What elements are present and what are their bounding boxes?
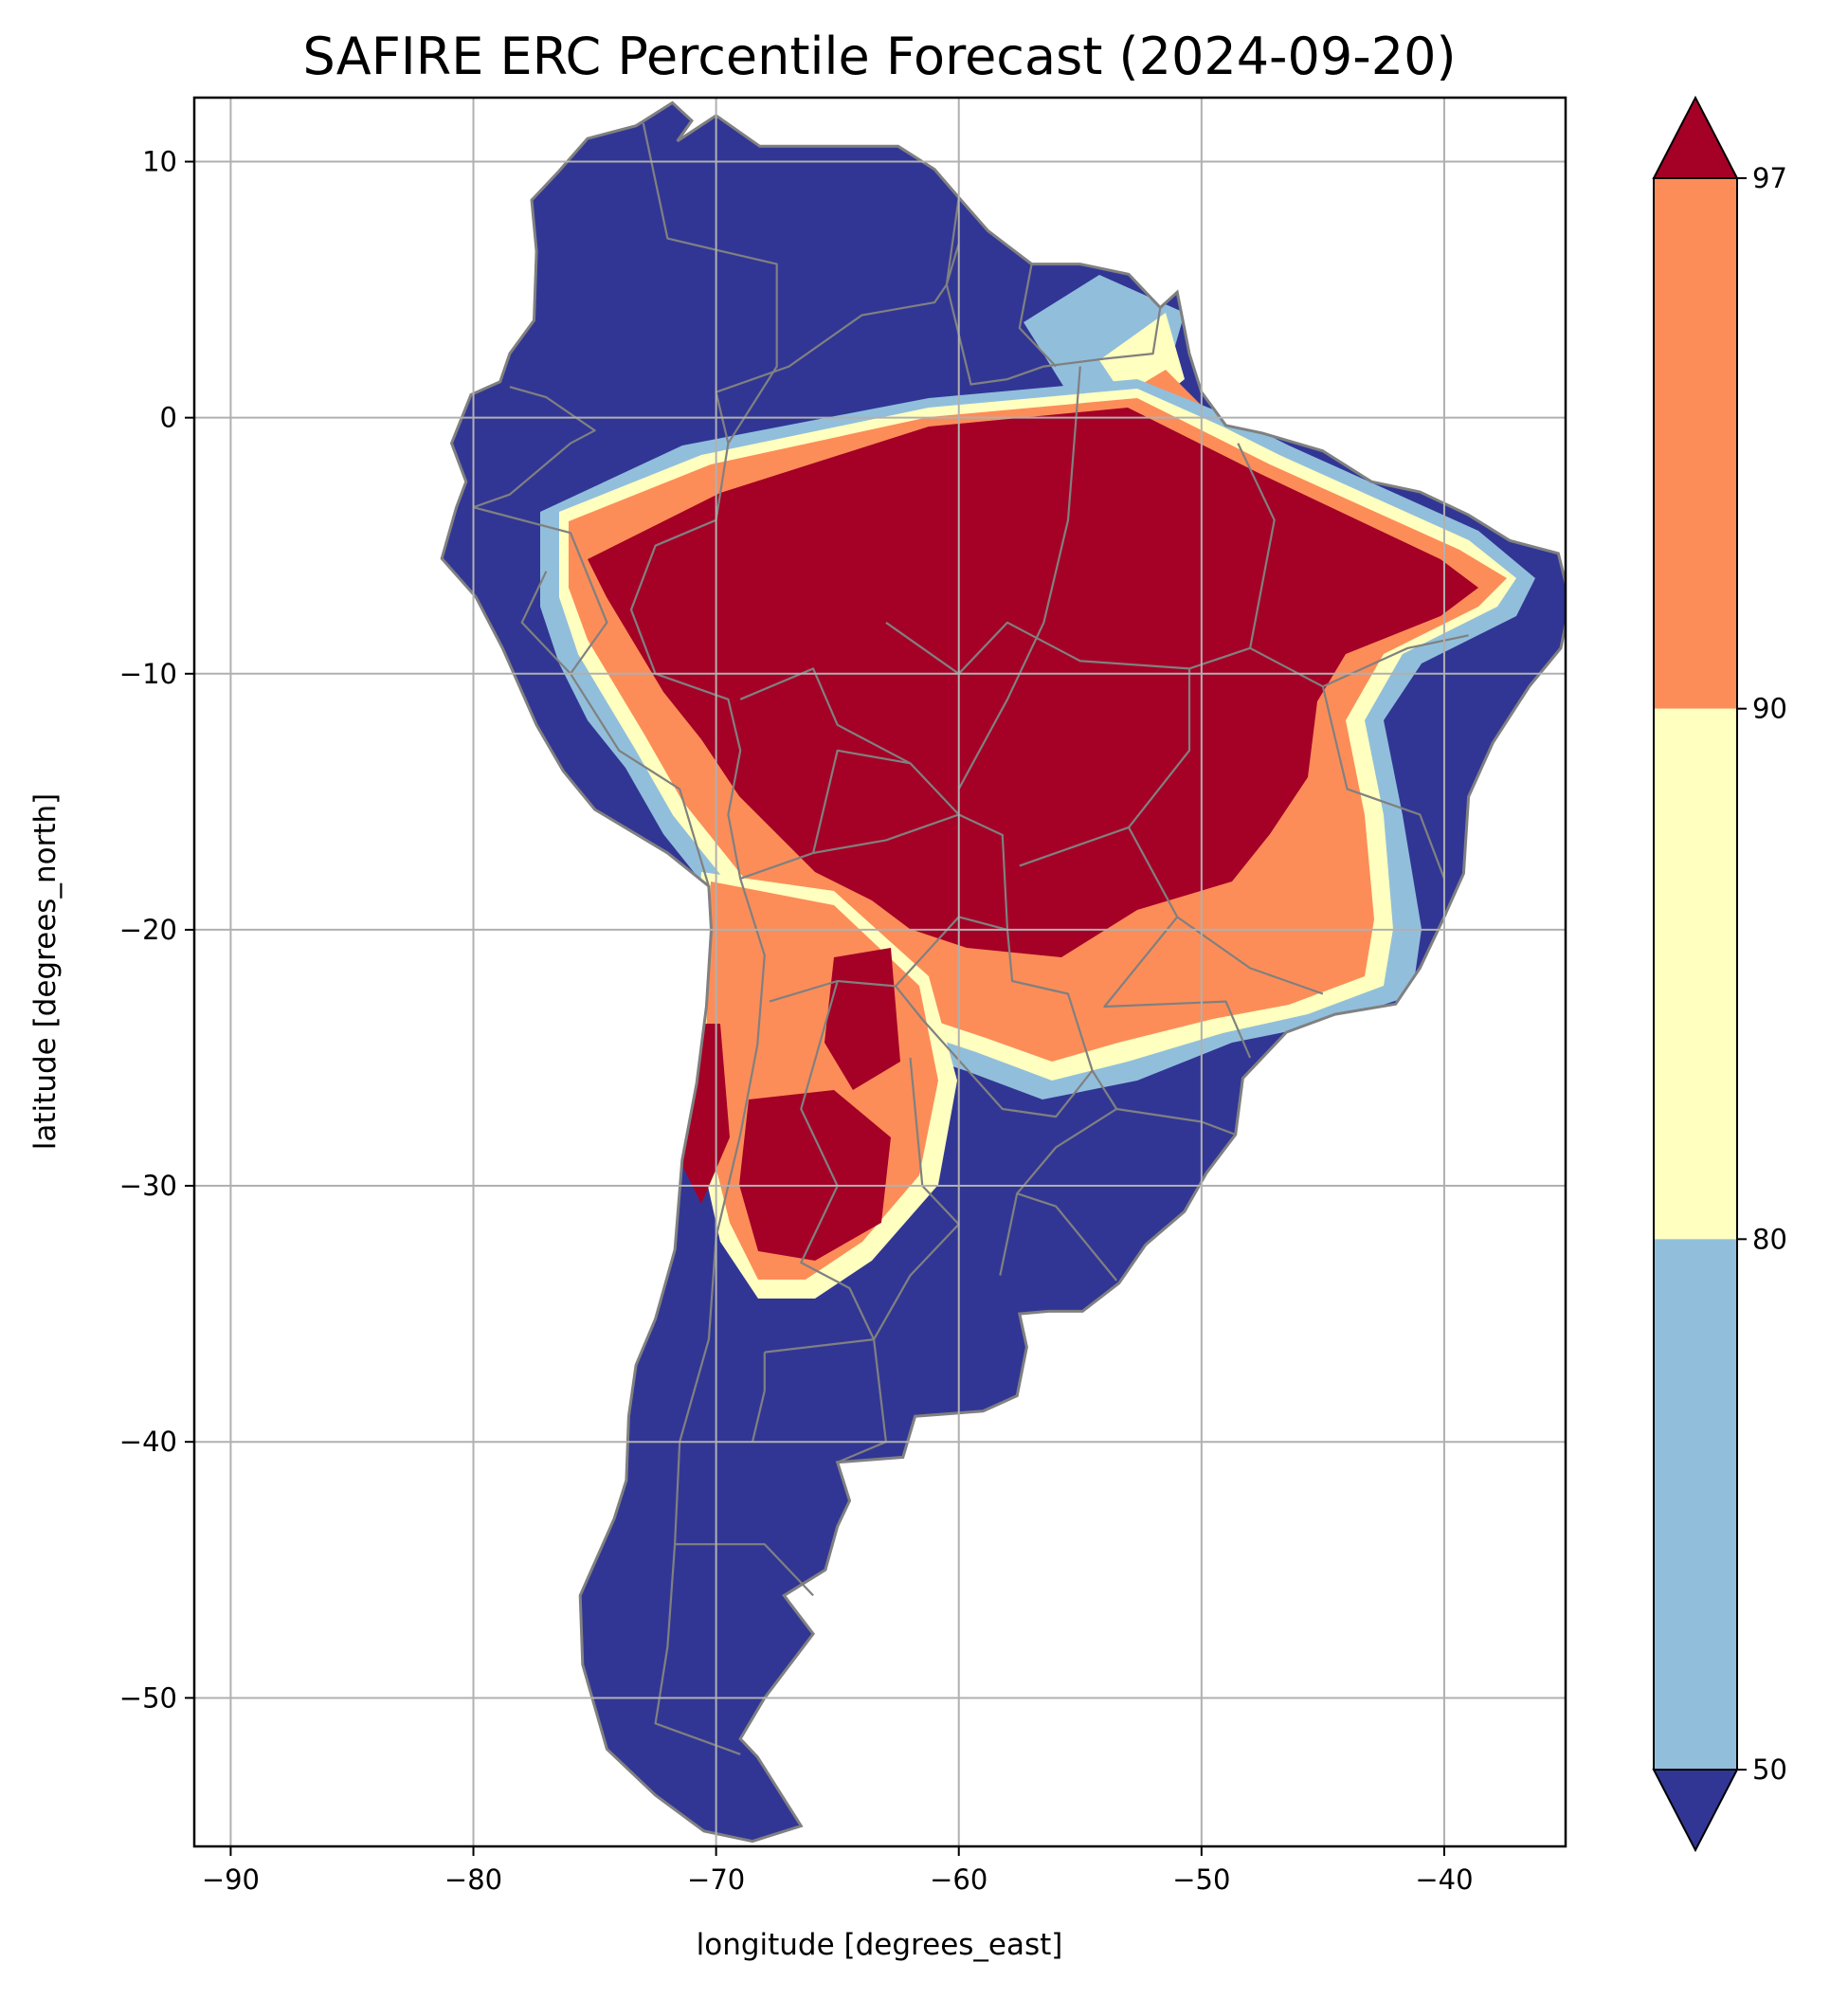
colorbar-tick-label: 97 bbox=[1752, 162, 1787, 194]
colorbar-segment bbox=[1654, 178, 1737, 709]
border-line-13 bbox=[1321, 686, 1445, 880]
y-tick-label: 10 bbox=[142, 146, 177, 178]
colorbar-frame bbox=[1653, 177, 1738, 1771]
colorbar-extend-max bbox=[1652, 95, 1739, 179]
x-tick-label: −60 bbox=[930, 1863, 987, 1896]
x-tick-label: −50 bbox=[1172, 1863, 1230, 1896]
border-line-25 bbox=[812, 749, 911, 854]
y-tick-label: −10 bbox=[119, 658, 177, 690]
border-line-11 bbox=[1127, 668, 1324, 995]
coastline bbox=[440, 100, 1566, 1844]
border-line-15 bbox=[1103, 916, 1252, 1059]
border-line-14 bbox=[1019, 826, 1130, 867]
colorbar-segment bbox=[1654, 708, 1737, 1240]
colorbar: 50 80 90 97 bbox=[1652, 95, 1787, 1853]
border-line-23 bbox=[520, 571, 571, 675]
y-tick-label: −50 bbox=[119, 1681, 177, 1714]
colorbar-segment bbox=[1654, 1239, 1737, 1770]
border-line-3 bbox=[945, 197, 1162, 386]
border-line-19 bbox=[751, 1352, 766, 1443]
border-line-8 bbox=[999, 1192, 1019, 1276]
colorbar-extend-min bbox=[1652, 1769, 1739, 1853]
border-line-10 bbox=[957, 366, 1081, 790]
y-axis-label: latitude [degrees_north] bbox=[28, 793, 63, 1150]
x-tick-label: −90 bbox=[202, 1863, 260, 1896]
border-line-5 bbox=[739, 667, 1118, 1281]
y-tick-label: 0 bbox=[160, 402, 177, 434]
colorbar-tick-label: 90 bbox=[1752, 693, 1787, 725]
colorbar-tick-label: 50 bbox=[1752, 1754, 1787, 1786]
gridlines bbox=[194, 98, 1566, 1846]
x-tick-label: −70 bbox=[687, 1863, 745, 1896]
y-axis-ticks: 10 0 −10 −20 −30 −40 −50 bbox=[119, 146, 194, 1714]
percentile-raster bbox=[442, 102, 1566, 1842]
chart-title: SAFIRE ERC Percentile Forecast (2024-09-… bbox=[302, 27, 1456, 86]
axes-frame bbox=[192, 96, 1567, 1848]
border-line-4 bbox=[1018, 264, 1057, 368]
border-line-24 bbox=[739, 813, 960, 880]
border-line-1 bbox=[473, 386, 596, 509]
raster-chaco-darkred bbox=[739, 1090, 891, 1261]
colorbar-tick-label: 80 bbox=[1752, 1223, 1787, 1255]
border-line-12 bbox=[1237, 443, 1276, 649]
y-tick-label: −30 bbox=[119, 1170, 177, 1202]
x-axis-ticks: −90 −80 −70 −60 −50 −40 bbox=[202, 1846, 1474, 1896]
y-tick-label: −40 bbox=[119, 1426, 177, 1458]
y-tick-label: −20 bbox=[119, 914, 177, 946]
x-tick-label: −40 bbox=[1415, 1863, 1473, 1896]
border-line-21 bbox=[675, 1543, 814, 1597]
country-outlines bbox=[440, 100, 1566, 1844]
raster-salta-darkred bbox=[824, 948, 900, 1090]
raster-amazon-core-darkred bbox=[588, 408, 1478, 957]
x-tick-label: −80 bbox=[444, 1863, 502, 1896]
x-axis-label: longitude [degrees_east] bbox=[697, 1928, 1063, 1962]
